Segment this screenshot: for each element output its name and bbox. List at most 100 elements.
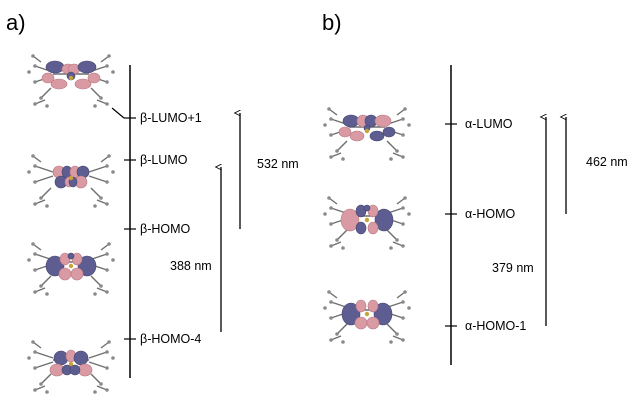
bond-stick [40, 275, 52, 287]
atom [31, 154, 35, 158]
atom [327, 196, 331, 200]
bond-stick [90, 187, 102, 199]
atom [329, 316, 333, 320]
atom [27, 70, 31, 74]
atom [39, 196, 43, 200]
atom [39, 96, 43, 100]
atom [401, 206, 405, 210]
atom [329, 155, 333, 159]
metal-atom [364, 128, 370, 134]
orbital-lobe [73, 350, 89, 366]
atom [105, 202, 109, 206]
atom [327, 290, 331, 294]
metal-atom [68, 263, 74, 269]
bond-stick [88, 351, 108, 359]
atom [93, 104, 97, 108]
atom [341, 246, 345, 250]
panel-b-level-label-lumo: α-LUMO [465, 117, 513, 131]
atom [401, 133, 405, 137]
orbital-lobe [382, 126, 396, 138]
atom [33, 80, 37, 84]
atom [389, 340, 393, 344]
panel-a-level-label-homo: β-HOMO [140, 222, 191, 236]
atom [33, 388, 37, 392]
bond-stick [386, 140, 398, 152]
atom [107, 242, 111, 246]
atom [329, 222, 333, 226]
panel-a-transition-label-388: 388 nm [170, 259, 212, 273]
atom [105, 164, 109, 168]
panel-b-level-label-homo: α-HOMO [465, 207, 516, 221]
atom [329, 133, 333, 137]
atom [39, 284, 43, 288]
orbital-lobe [50, 78, 68, 90]
orbital-lobe [77, 60, 97, 74]
panel-b-level-label-homo-1: α-HOMO-1 [465, 319, 526, 333]
panel-a-level-label-lumo-plus-1: β-LUMO+1 [140, 111, 202, 125]
panel-b-label: b) [322, 10, 342, 35]
bond-stick [88, 361, 108, 369]
orbital-lobe [374, 208, 394, 232]
atom [31, 242, 35, 246]
orbital-image-alpha-homo-1 [323, 290, 411, 344]
atom [395, 332, 399, 336]
bond-stick [34, 361, 54, 369]
orbital-image-beta-lumo-plus-1 [27, 54, 115, 108]
atom [341, 340, 345, 344]
atom [403, 107, 407, 111]
bond-stick [90, 87, 102, 99]
atom [323, 212, 327, 216]
atom [45, 292, 49, 296]
orbital-lobe [70, 267, 84, 281]
orbital-lobe [69, 364, 81, 376]
orbital-lobe [74, 78, 92, 90]
atom [105, 388, 109, 392]
bond-stick [88, 175, 108, 183]
atom [105, 102, 109, 106]
atom [33, 164, 37, 168]
orbital-lobe [367, 221, 379, 235]
metal-atom [364, 217, 370, 223]
atom [107, 154, 111, 158]
orbital-lobe [349, 130, 365, 142]
orbital-lobe [363, 204, 371, 212]
atom [389, 157, 393, 161]
orbital-lobe [338, 126, 352, 138]
orbital-lobe [374, 114, 392, 128]
atom [111, 356, 115, 360]
orbital-lobe [369, 130, 385, 142]
atom [33, 290, 37, 294]
atom [31, 340, 35, 344]
panel-a-level-label-lumo: β-LUMO [140, 153, 188, 167]
atom [99, 196, 103, 200]
bond-stick [336, 140, 348, 152]
orbital-image-alpha-homo [323, 196, 411, 250]
atom [105, 80, 109, 84]
bond-stick [90, 275, 102, 287]
bond-stick [40, 87, 52, 99]
atom [33, 64, 37, 68]
atom [31, 54, 35, 58]
atom [45, 104, 49, 108]
metal-atom [68, 175, 74, 181]
atom [33, 252, 37, 256]
atom [105, 290, 109, 294]
atom [33, 202, 37, 206]
atom [403, 196, 407, 200]
panel-b-transition-label-379: 379 nm [492, 261, 534, 275]
atom [39, 382, 43, 386]
orbital-lobe [341, 302, 361, 326]
atom [403, 290, 407, 294]
bond-stick [90, 373, 102, 385]
atom [99, 96, 103, 100]
orbital-image-beta-homo [27, 242, 115, 296]
atom [335, 149, 339, 153]
metal-atom [68, 75, 74, 81]
bond-stick [386, 323, 398, 335]
atom [99, 284, 103, 288]
metal-atom [364, 311, 370, 317]
panel-a-connector-lumo-plus-1 [111, 107, 125, 119]
orbital-lobe [340, 208, 360, 232]
atom [389, 246, 393, 250]
